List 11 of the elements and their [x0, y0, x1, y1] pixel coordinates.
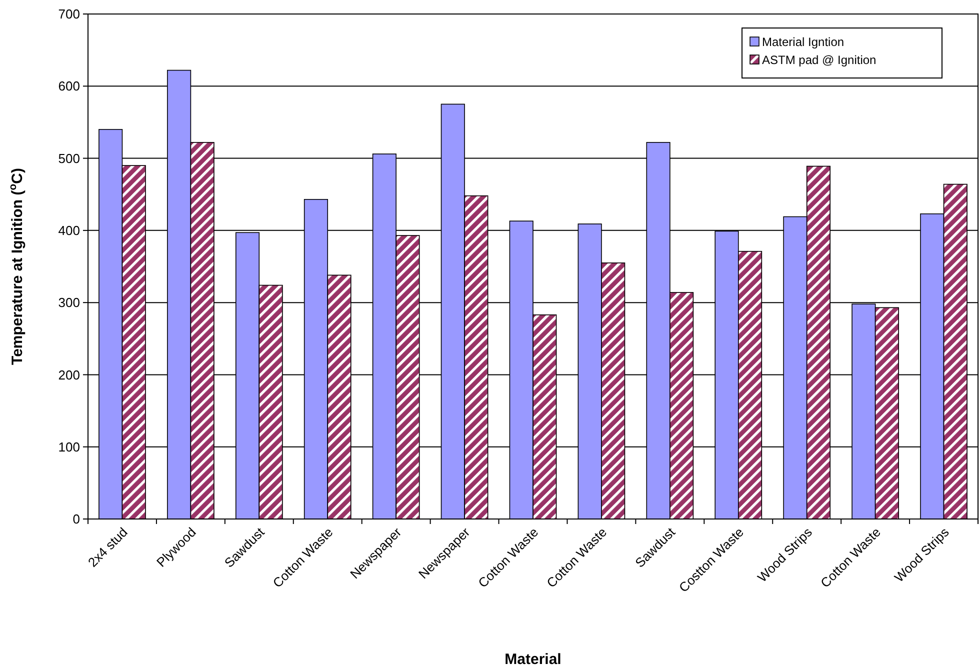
y-tick-label: 600 — [58, 78, 80, 94]
legend-label: Material Igntion — [762, 35, 844, 50]
y-tick-label: 500 — [58, 150, 80, 166]
legend-label: ASTM pad @ Ignition — [762, 53, 876, 68]
y-tick-label: 700 — [58, 6, 80, 22]
x-axis-title: Material — [504, 651, 562, 668]
y-tick-label: 200 — [58, 367, 80, 382]
y-tick-label: 400 — [58, 222, 80, 238]
y-tick-label: 0 — [72, 512, 80, 527]
y-tick-label: 300 — [58, 295, 80, 310]
y-tick-label: 100 — [58, 439, 80, 454]
